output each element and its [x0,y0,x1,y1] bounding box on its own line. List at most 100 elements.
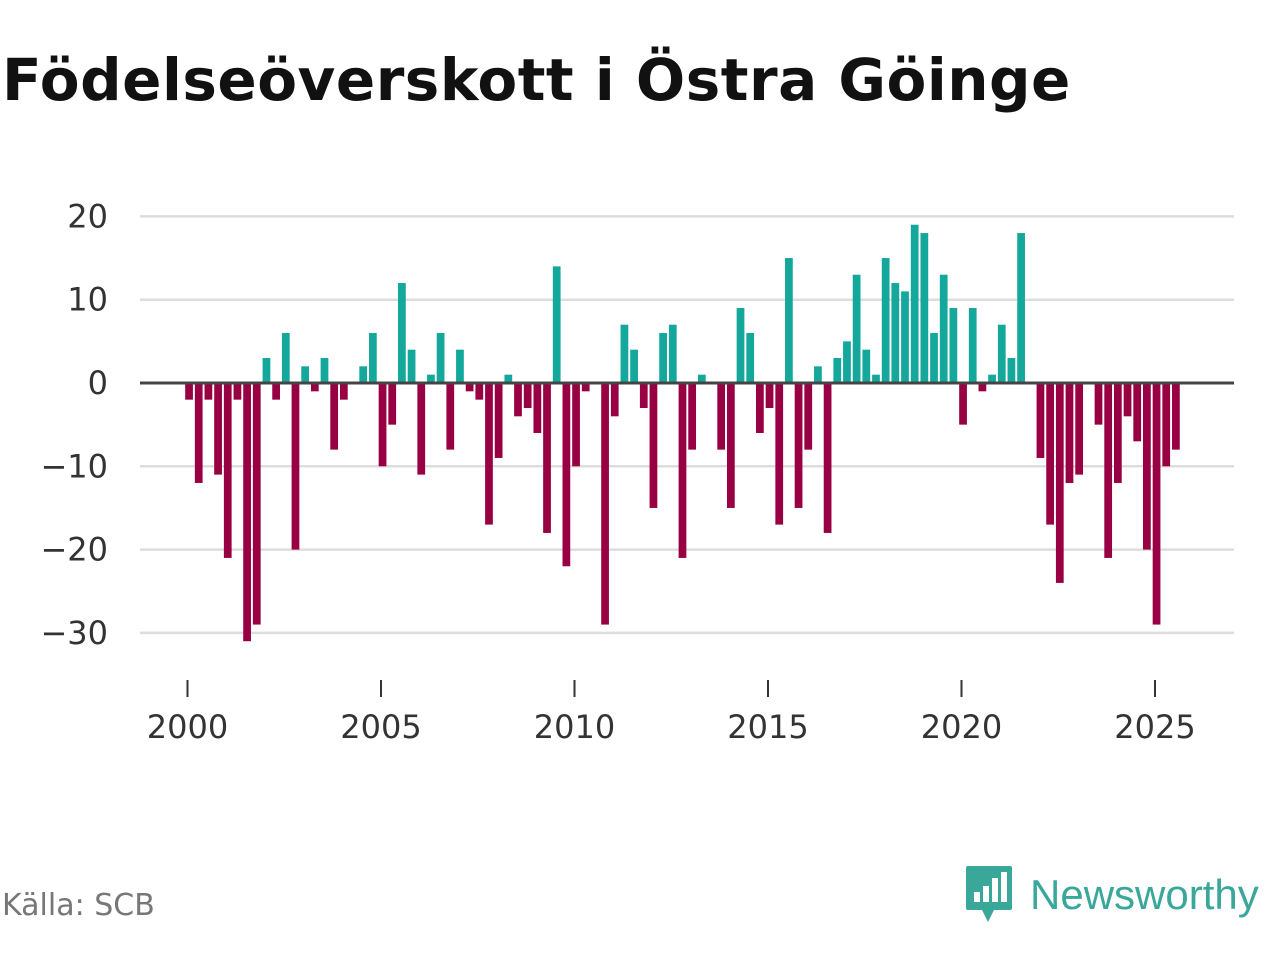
y-axis: 20 10 0 −10 −20 −30 [40,197,108,652]
bar [359,366,368,383]
bar [252,383,261,625]
bar [1094,383,1103,425]
bar [639,383,648,408]
source-label: Källa: SCB [2,888,155,923]
bar [1104,383,1113,558]
bar [959,383,967,425]
bar [523,383,532,408]
bar [843,341,851,383]
bar [1113,383,1122,483]
bar [378,383,387,467]
bar [310,383,319,392]
bar [939,274,948,383]
bar [978,383,987,392]
bar [901,291,909,383]
bar [552,266,561,383]
bar [1162,383,1171,467]
bar [765,383,774,408]
bar [301,366,310,383]
bar [688,383,697,450]
bar [1007,358,1016,383]
bar [891,283,900,383]
x-tick-label: 2010 [534,708,615,746]
bar [852,274,861,383]
bar [194,383,203,483]
bar [823,383,832,533]
bar [398,283,406,383]
bar [668,324,677,383]
bar [262,358,271,383]
bar [446,383,455,450]
bar [697,374,706,383]
bar [330,383,339,450]
bar [475,383,484,400]
bar [620,324,629,383]
bar [630,349,638,383]
bar [1133,383,1142,442]
x-tick-label: 2000 [147,708,228,746]
bar [456,349,464,383]
bar [223,383,232,558]
brand-name: Newsworthy [1030,871,1259,918]
x-tick-label: 2025 [1114,708,1195,746]
y-tick-label: 10 [67,281,108,319]
bar [1065,383,1074,483]
bar [678,383,687,558]
bar [1046,383,1054,525]
bar [775,383,784,525]
bar [814,366,822,383]
bar [562,383,571,567]
bar [872,374,880,383]
bar [881,258,890,383]
bar [369,333,377,383]
bar [997,324,1006,383]
x-tick-label: 2005 [340,708,421,746]
bar [320,358,329,383]
bar [417,383,426,475]
bar [543,383,551,533]
x-tick-label: 2015 [727,708,808,746]
y-tick-label: −20 [40,531,108,569]
bar [785,258,793,383]
bar [1143,383,1151,550]
x-axis: 2000 2005 2010 2015 2020 2025 [147,680,1196,746]
bar [504,374,513,383]
bar [214,383,222,475]
bar [388,383,397,425]
bar [804,383,813,450]
bars [185,224,1180,642]
bar [185,383,193,400]
bar [427,374,435,383]
bar [649,383,658,508]
bar [291,383,300,550]
bar [756,383,764,433]
x-tick-label: 2020 [921,708,1002,746]
y-tick-label: −10 [40,447,108,485]
bar [233,383,242,400]
bar [968,308,977,383]
newsworthy-logo: Newsworthy [964,864,1259,926]
bar [659,333,667,383]
chart-title: Födelseöverskott i Östra Göinge [2,46,1071,114]
y-tick-label: −30 [40,614,108,652]
bar [494,383,503,458]
bar [601,383,609,625]
bar [436,333,445,383]
bar [581,383,590,392]
bar [736,308,745,383]
y-tick-label: 0 [88,364,108,402]
bar [930,333,938,383]
bar [281,333,290,383]
bar [1017,233,1025,383]
bar [746,333,755,383]
bar [1055,383,1064,583]
bar [407,349,416,383]
bar [862,349,871,383]
bar [717,383,726,450]
bar [339,383,348,400]
bar [465,383,474,392]
bar [920,233,929,383]
bar [833,358,842,383]
bar [572,383,580,467]
